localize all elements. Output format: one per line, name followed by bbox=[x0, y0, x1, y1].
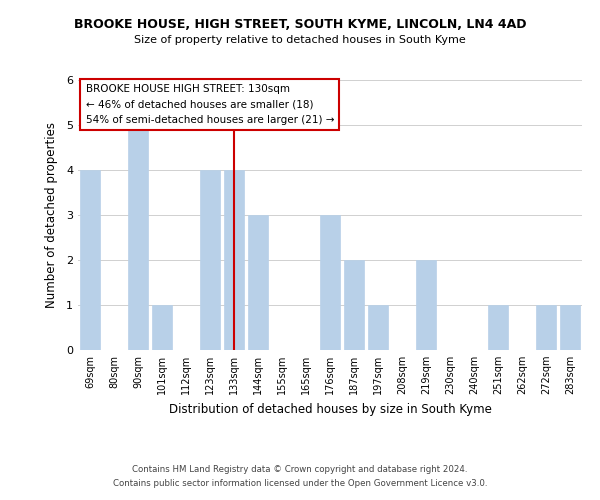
Bar bbox=[416, 260, 436, 350]
Bar bbox=[128, 125, 148, 350]
Bar bbox=[152, 305, 172, 350]
Bar bbox=[536, 305, 556, 350]
Text: BROOKE HOUSE HIGH STREET: 130sqm
← 46% of detached houses are smaller (18)
54% o: BROOKE HOUSE HIGH STREET: 130sqm ← 46% o… bbox=[86, 84, 334, 126]
Text: Size of property relative to detached houses in South Kyme: Size of property relative to detached ho… bbox=[134, 35, 466, 45]
Bar bbox=[488, 305, 508, 350]
Bar bbox=[368, 305, 388, 350]
Bar bbox=[560, 305, 580, 350]
Bar bbox=[248, 215, 268, 350]
Text: Contains HM Land Registry data © Crown copyright and database right 2024.
Contai: Contains HM Land Registry data © Crown c… bbox=[113, 466, 487, 487]
Bar bbox=[344, 260, 364, 350]
Bar bbox=[224, 170, 244, 350]
X-axis label: Distribution of detached houses by size in South Kyme: Distribution of detached houses by size … bbox=[169, 402, 491, 415]
Text: BROOKE HOUSE, HIGH STREET, SOUTH KYME, LINCOLN, LN4 4AD: BROOKE HOUSE, HIGH STREET, SOUTH KYME, L… bbox=[74, 18, 526, 30]
Bar bbox=[320, 215, 340, 350]
Bar bbox=[80, 170, 100, 350]
Bar bbox=[200, 170, 220, 350]
Y-axis label: Number of detached properties: Number of detached properties bbox=[44, 122, 58, 308]
